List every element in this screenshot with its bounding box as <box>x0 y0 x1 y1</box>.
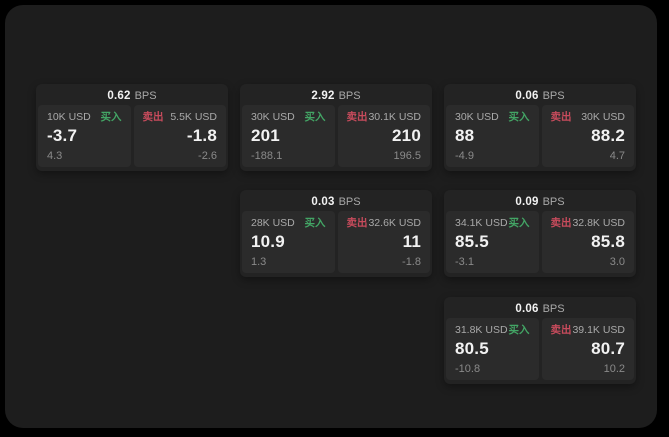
bps-value: 0.62 <box>107 89 131 102</box>
buy-amount: 30K USD <box>455 111 499 123</box>
sell-label: 卖出 <box>550 324 572 336</box>
buy-tile[interactable]: 10K USD 买入 -3.7 4.3 <box>38 105 131 167</box>
buy-delta: -3.1 <box>455 256 474 268</box>
sell-delta: 3.0 <box>609 256 625 268</box>
quote-card: 2.92 BPS 30K USD 买入 201 -188.1 卖出 30.1K … <box>240 84 432 171</box>
buy-label: 买入 <box>508 217 530 229</box>
sell-tile[interactable]: 卖出 39.1K USD 80.7 10.2 <box>541 318 634 380</box>
quote-card: 0.06 BPS 31.8K USD 买入 80.5 -10.8 卖出 39.1… <box>444 297 636 384</box>
bps-value: 0.06 <box>515 302 539 315</box>
buy-amount: 34.1K USD <box>455 217 508 229</box>
sell-amount: 5.5K USD <box>170 111 217 123</box>
sell-delta: -2.6 <box>198 150 217 162</box>
sell-amount: 30K USD <box>581 111 625 123</box>
buy-label: 买入 <box>508 111 530 123</box>
bps-header: 0.09 BPS <box>446 192 634 211</box>
buy-amount: 30K USD <box>251 111 295 123</box>
buy-price: 201 <box>251 126 280 145</box>
bps-unit-label: BPS <box>542 89 565 102</box>
buy-delta: -188.1 <box>251 150 283 162</box>
quote-body: 30K USD 买入 88 -4.9 卖出 30K USD 88.2 4.7 <box>446 105 634 167</box>
bps-header: 0.62 BPS <box>38 86 226 105</box>
bps-unit-label: BPS <box>134 89 157 102</box>
buy-tile[interactable]: 31.8K USD 买入 80.5 -10.8 <box>446 318 539 380</box>
buy-price: 88 <box>455 126 475 145</box>
sell-price: 210 <box>392 126 421 145</box>
bps-value: 2.92 <box>311 89 335 102</box>
sell-price: 11 <box>402 232 421 251</box>
sell-label: 卖出 <box>550 217 572 229</box>
buy-amount: 10K USD <box>47 111 91 123</box>
buy-label: 买入 <box>100 111 122 123</box>
buy-price: 10.9 <box>251 232 285 251</box>
sell-tile[interactable]: 卖出 30.1K USD 210 196.5 <box>337 105 430 167</box>
quote-body: 34.1K USD 买入 85.5 -3.1 卖出 32.8K USD 85.8… <box>446 211 634 273</box>
bps-header: 0.03 BPS <box>242 192 430 211</box>
bps-value: 0.06 <box>515 89 539 102</box>
buy-delta: 4.3 <box>47 150 63 162</box>
sell-label: 卖出 <box>346 111 368 123</box>
buy-amount: 28K USD <box>251 217 295 229</box>
sell-tile[interactable]: 卖出 32.8K USD 85.8 3.0 <box>541 211 634 273</box>
quote-body: 28K USD 买入 10.9 1.3 卖出 32.6K USD 11 -1.8 <box>242 211 430 273</box>
buy-tile[interactable]: 30K USD 买入 201 -188.1 <box>242 105 335 167</box>
bps-unit-label: BPS <box>542 195 565 208</box>
buy-price: 85.5 <box>455 232 489 251</box>
quote-card: 0.03 BPS 28K USD 买入 10.9 1.3 卖出 32.6K US… <box>240 190 432 277</box>
quote-body: 30K USD 买入 201 -188.1 卖出 30.1K USD 210 1… <box>242 105 430 167</box>
bps-value: 0.09 <box>515 195 539 208</box>
buy-label: 买入 <box>304 217 326 229</box>
quote-card: 0.62 BPS 10K USD 买入 -3.7 4.3 卖出 5.5K USD… <box>36 84 228 171</box>
sell-price: -1.8 <box>186 126 217 145</box>
buy-label: 买入 <box>304 111 326 123</box>
sell-delta: -1.8 <box>402 256 421 268</box>
buy-tile[interactable]: 30K USD 买入 88 -4.9 <box>446 105 539 167</box>
bps-header: 0.06 BPS <box>446 86 634 105</box>
buy-tile[interactable]: 34.1K USD 买入 85.5 -3.1 <box>446 211 539 273</box>
buy-delta: -10.8 <box>455 363 481 375</box>
bps-header: 0.06 BPS <box>446 299 634 318</box>
sell-price: 80.7 <box>591 339 625 358</box>
buy-price: -3.7 <box>47 126 78 145</box>
sell-delta: 4.7 <box>609 150 625 162</box>
sell-price: 85.8 <box>591 232 625 251</box>
sell-label: 卖出 <box>550 111 572 123</box>
buy-label: 买入 <box>508 324 530 336</box>
sell-tile[interactable]: 卖出 32.6K USD 11 -1.8 <box>337 211 430 273</box>
bps-value: 0.03 <box>311 195 335 208</box>
sell-delta: 196.5 <box>393 150 421 162</box>
buy-delta: -4.9 <box>455 150 474 162</box>
bps-unit-label: BPS <box>338 89 361 102</box>
sell-label: 卖出 <box>142 111 164 123</box>
sell-tile[interactable]: 卖出 30K USD 88.2 4.7 <box>541 105 634 167</box>
sell-delta: 10.2 <box>603 363 625 375</box>
buy-price: 80.5 <box>455 339 489 358</box>
sell-amount: 32.6K USD <box>368 217 421 229</box>
bps-unit-label: BPS <box>542 302 565 315</box>
buy-tile[interactable]: 28K USD 买入 10.9 1.3 <box>242 211 335 273</box>
sell-price: 88.2 <box>591 126 625 145</box>
bps-unit-label: BPS <box>338 195 361 208</box>
quote-body: 31.8K USD 买入 80.5 -10.8 卖出 39.1K USD 80.… <box>446 318 634 380</box>
sell-tile[interactable]: 卖出 5.5K USD -1.8 -2.6 <box>133 105 226 167</box>
bps-header: 2.92 BPS <box>242 86 430 105</box>
quote-card: 0.06 BPS 30K USD 买入 88 -4.9 卖出 30K USD 8… <box>444 84 636 171</box>
sell-amount: 39.1K USD <box>572 324 625 336</box>
quote-body: 10K USD 买入 -3.7 4.3 卖出 5.5K USD -1.8 -2.… <box>38 105 226 167</box>
sell-amount: 32.8K USD <box>572 217 625 229</box>
main-panel: 0.62 BPS 10K USD 买入 -3.7 4.3 卖出 5.5K USD… <box>5 5 657 428</box>
quote-card: 0.09 BPS 34.1K USD 买入 85.5 -3.1 卖出 32.8K… <box>444 190 636 277</box>
buy-delta: 1.3 <box>251 256 267 268</box>
buy-amount: 31.8K USD <box>455 324 508 336</box>
sell-label: 卖出 <box>346 217 368 229</box>
sell-amount: 30.1K USD <box>368 111 421 123</box>
